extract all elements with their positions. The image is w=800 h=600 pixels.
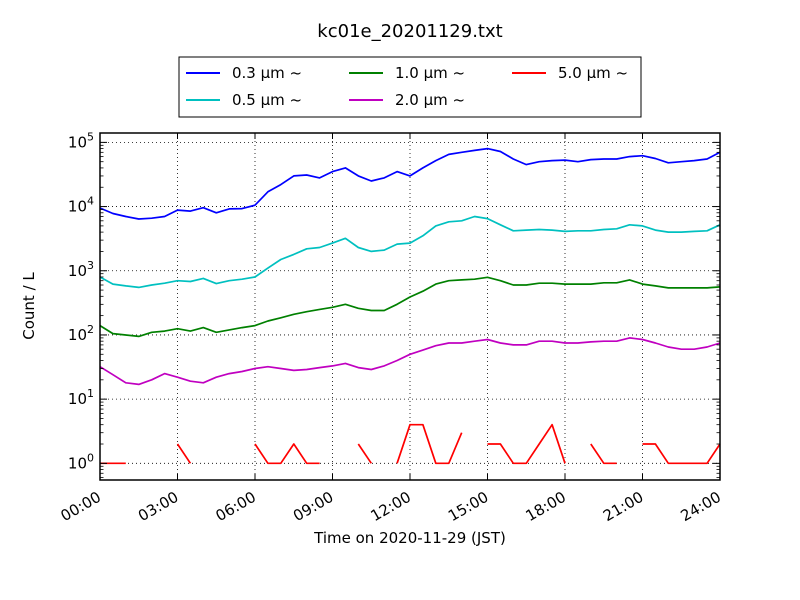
series-group <box>99 147 721 465</box>
series-line-4 <box>487 423 566 465</box>
y-tick-label: 100 <box>68 451 94 472</box>
series-line-4 <box>396 423 463 465</box>
legend-box <box>178 56 642 118</box>
series-line-2 <box>99 276 721 338</box>
x-tick-label: 00:00 <box>58 488 104 525</box>
y-tick-label: 103 <box>68 259 94 280</box>
legend-label-4: 5.0 μm ~ <box>558 64 628 82</box>
legend: 0.3 μm ~ 0.5 μm ~ 1.0 μm ~ 2.0 μm ~ 5.0 μm ~ <box>178 56 642 118</box>
legend-label-3: 2.0 μm ~ <box>395 91 465 109</box>
series-line-4 <box>176 443 192 464</box>
x-tick-label: 18:00 <box>523 488 569 525</box>
grid <box>100 133 720 480</box>
x-tick-label: 15:00 <box>445 488 491 525</box>
x-tick-label: 06:00 <box>213 488 259 525</box>
y-tick-label: 105 <box>68 130 94 151</box>
y-tick-label: 102 <box>68 323 94 344</box>
series-line-4 <box>590 443 617 465</box>
y-tick-label: 104 <box>68 195 94 216</box>
x-tick-label: 24:00 <box>678 488 724 525</box>
series-line-4 <box>357 443 373 464</box>
series-line-3 <box>99 337 721 386</box>
y-axis-label: Count / L <box>20 272 38 340</box>
x-tick-label: 03:00 <box>135 488 181 525</box>
x-tick-label: 12:00 <box>368 488 414 525</box>
chart-title: kc01e_20201129.txt <box>317 21 502 42</box>
x-tick-label: 21:00 <box>600 488 646 525</box>
y-tick-label: 101 <box>68 387 94 408</box>
series-line-4 <box>642 443 721 465</box>
legend-label-1: 0.5 μm ~ <box>232 91 302 109</box>
series-line-1 <box>99 215 721 289</box>
legend-label-0: 0.3 μm ~ <box>232 64 302 82</box>
legend-label-2: 1.0 μm ~ <box>395 64 465 82</box>
x-axis-label: Time on 2020-11-29 (JST) <box>313 529 506 547</box>
series-line-0 <box>99 147 721 220</box>
ticks: 00:00 03:00 06:00 09:00 12:00 15:00 18:00 21:00… <box>58 130 724 525</box>
x-tick-label: 09:00 <box>290 488 336 525</box>
series-line-4 <box>254 443 320 465</box>
